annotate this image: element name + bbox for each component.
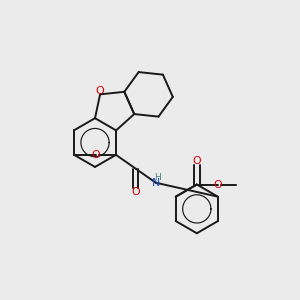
Text: O: O xyxy=(213,179,222,190)
Text: N: N xyxy=(152,178,160,188)
Text: O: O xyxy=(131,187,140,197)
Text: O: O xyxy=(193,156,201,166)
Text: H: H xyxy=(154,173,160,182)
Text: O: O xyxy=(92,150,100,160)
Text: O: O xyxy=(96,86,104,96)
